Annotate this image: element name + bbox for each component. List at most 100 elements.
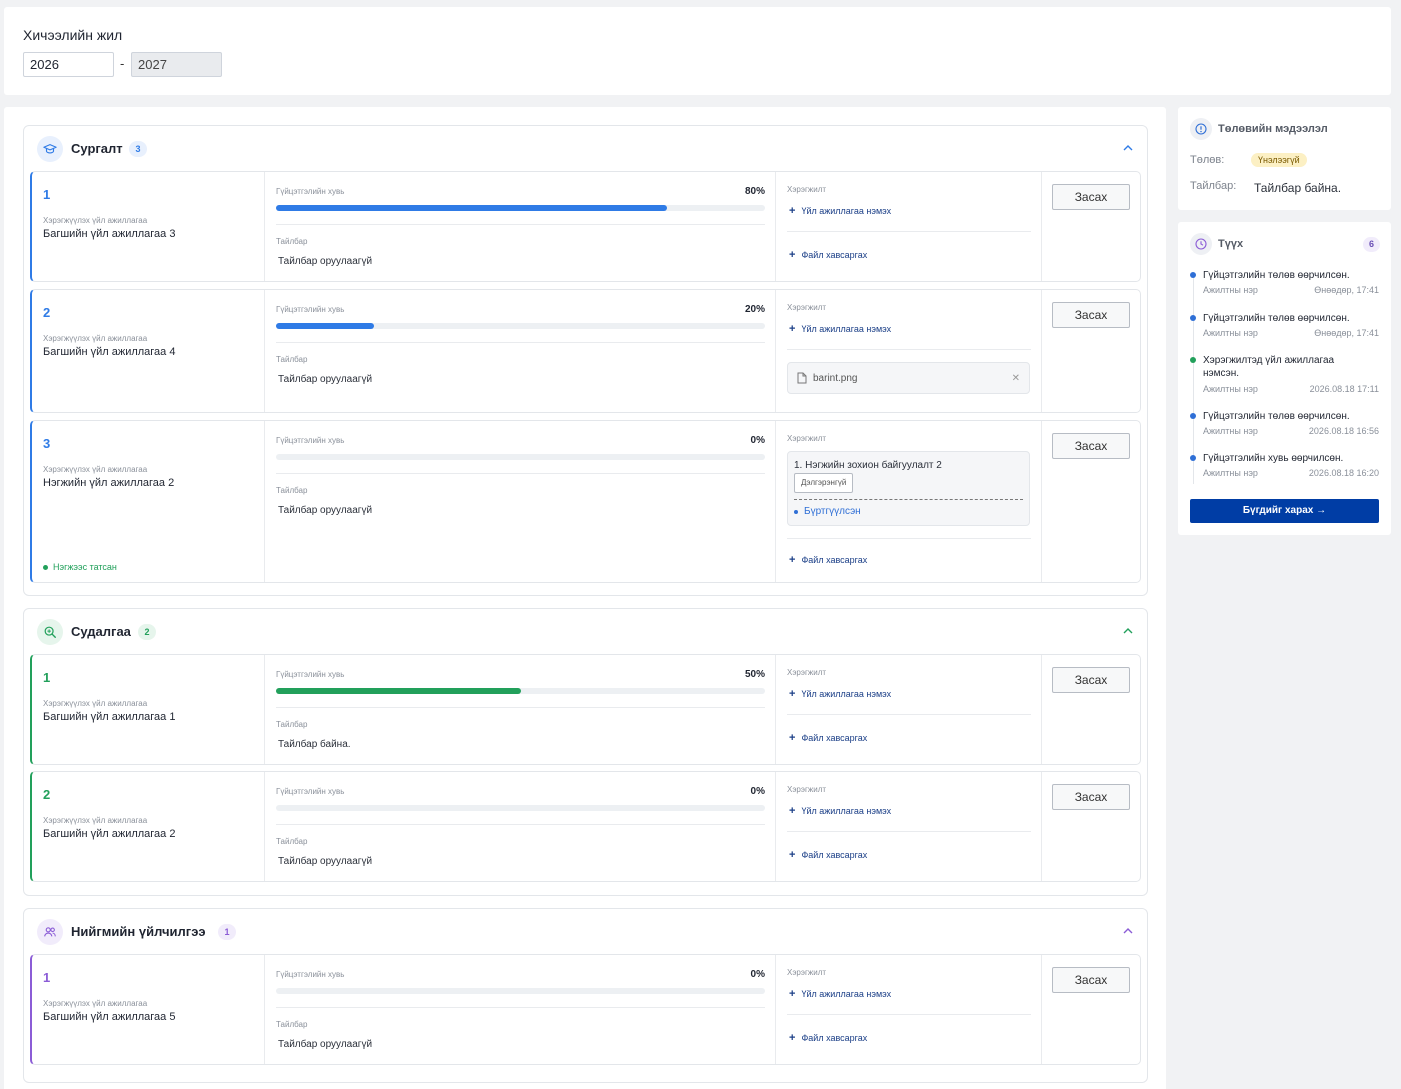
remove-file-icon[interactable]: ✕ bbox=[1011, 372, 1020, 384]
activity-row: 2 Хэрэгжүүлэх үйл ажиллагаа Багшийн үйл … bbox=[30, 771, 1141, 882]
progress-percent: 80% bbox=[744, 186, 765, 197]
history-author: Ажилтны нэр bbox=[1203, 468, 1258, 478]
progress-percent: 20% bbox=[744, 304, 765, 315]
progress-bar bbox=[276, 323, 765, 329]
edit-button[interactable]: Засах bbox=[1052, 784, 1130, 810]
chevron-up-icon[interactable] bbox=[1122, 625, 1134, 637]
add-activity-link[interactable]: + Үйл ажиллагаа нэмэх bbox=[789, 205, 892, 217]
history-time: 2026.08.18 16:20 bbox=[1308, 468, 1379, 478]
progress-percent: 0% bbox=[750, 969, 765, 980]
description-text: Тайлбар оруулаагүй bbox=[278, 374, 373, 385]
edit-button[interactable]: Засах bbox=[1052, 433, 1130, 459]
history-card: Түүх 6 Гүйцэтгэлийн төлөв өөрчилсөн. Ажи… bbox=[1178, 222, 1391, 535]
implementation-item: 1. Нэгжийн зохион байгуулалт 2 Дэлгэрэнг… bbox=[787, 451, 1030, 526]
category-title: Нийгмийн үйлчилгээ bbox=[71, 924, 206, 939]
year-separator: - bbox=[120, 56, 125, 71]
description-text: Тайлбар оруулаагүй bbox=[278, 1039, 373, 1050]
progress-label: Гүйцэтгэлийн хувь bbox=[276, 187, 345, 196]
description-label: Тайлбар bbox=[276, 486, 308, 495]
add-activity-link[interactable]: + Үйл ажиллагаа нэмэх bbox=[789, 323, 892, 335]
history-author: Ажилтны нэр bbox=[1203, 426, 1258, 436]
description-label: Тайлбар bbox=[276, 237, 308, 246]
description-text: Тайлбар оруулаагүй bbox=[278, 856, 373, 867]
history-count-badge: 6 bbox=[1363, 237, 1380, 252]
history-text: Хэрэгжилтэд үйл ажиллагаа нэмсэн. bbox=[1203, 355, 1335, 379]
description-label: Тайлбар bbox=[276, 1020, 308, 1029]
row-number: 1 bbox=[43, 970, 51, 985]
activity-name: Багшийн үйл ажиллагаа 4 bbox=[43, 346, 176, 358]
clock-icon bbox=[1190, 233, 1212, 255]
people-icon bbox=[37, 919, 63, 945]
history-time: Өнөөдөр, 17:41 bbox=[1314, 285, 1379, 295]
progress-fill bbox=[276, 323, 374, 329]
category-header[interactable]: Судалгаа 2 bbox=[24, 609, 1147, 654]
plus-icon: + bbox=[789, 732, 796, 744]
row-number: 3 bbox=[43, 436, 51, 451]
progress-fill bbox=[276, 205, 668, 211]
progress-bar bbox=[276, 988, 765, 994]
see-all-button[interactable]: Бүгдийг харах → bbox=[1190, 499, 1379, 523]
history-author: Ажилтны нэр bbox=[1203, 285, 1258, 295]
implementation-label: Хэрэгжилт bbox=[787, 303, 827, 312]
edit-button[interactable]: Засах bbox=[1052, 967, 1130, 993]
row-number: 2 bbox=[43, 787, 51, 802]
plus-icon: + bbox=[789, 988, 796, 1000]
edit-button[interactable]: Засах bbox=[1052, 302, 1130, 328]
year-from-input[interactable]: 2026 bbox=[23, 52, 114, 77]
activity-label: Хэрэгжүүлэх үйл ажиллагаа bbox=[43, 999, 148, 1008]
progress-label: Гүйцэтгэлийн хувь bbox=[276, 305, 345, 314]
edit-button[interactable]: Засах bbox=[1052, 184, 1130, 210]
implementation-label: Хэрэгжилт bbox=[787, 785, 827, 794]
attached-file[interactable]: barint.png ✕ bbox=[787, 362, 1030, 394]
row-number: 2 bbox=[43, 305, 51, 320]
attach-file-link[interactable]: + Файл хавсаргах bbox=[789, 849, 868, 861]
history-text: Гүйцэтгэлийн хувь өөрчилсөн. bbox=[1203, 453, 1344, 464]
progress-bar bbox=[276, 454, 765, 460]
description-label: Тайлбар bbox=[276, 355, 308, 364]
attach-file-link[interactable]: + Файл хавсаргах bbox=[789, 732, 868, 744]
plus-icon: + bbox=[789, 805, 796, 817]
attach-file-link[interactable]: + Файл хавсаргах bbox=[789, 249, 868, 261]
category-count-badge: 2 bbox=[138, 624, 156, 640]
activity-name: Багшийн үйл ажиллагаа 2 bbox=[43, 828, 176, 840]
plus-icon: + bbox=[789, 1032, 796, 1044]
progress-label: Гүйцэтгэлийн хувь bbox=[276, 436, 345, 445]
implementation-item-title: 1. Нэгжийн зохион байгуулалт 2 bbox=[794, 460, 942, 471]
unit-source-tag: Нэгжээс татсан bbox=[43, 562, 117, 572]
plan-panel: Сургалт 3 1 Хэрэгжүүлэх үйл ажиллагаа Ба… bbox=[4, 107, 1166, 1089]
category-header[interactable]: Сургалт 3 bbox=[24, 126, 1147, 171]
attach-file-link[interactable]: + Файл хавсаргах bbox=[789, 1032, 868, 1044]
category-research: Судалгаа 2 1 Хэрэгжүүлэх үйл ажиллагаа Б… bbox=[23, 608, 1148, 896]
description-label: Тайлбар bbox=[276, 720, 308, 729]
description-label: Тайлбар bbox=[276, 837, 308, 846]
status-key: Төлөв: bbox=[1190, 154, 1225, 166]
history-text: Гүйцэтгэлийн төлөв өөрчилсөн. bbox=[1203, 313, 1350, 324]
progress-label: Гүйцэтгэлийн хувь bbox=[276, 670, 345, 679]
add-activity-link[interactable]: + Үйл ажиллагаа нэмэх bbox=[789, 805, 892, 817]
implementation-label: Хэрэгжилт bbox=[787, 434, 827, 443]
status-info-card: Төлөвийн мэдээлэл Төлөв: Үнэлээгүй Тайлб… bbox=[1178, 107, 1391, 210]
edit-button[interactable]: Засах bbox=[1052, 667, 1130, 693]
plus-icon: + bbox=[789, 554, 796, 566]
activity-label: Хэрэгжүүлэх үйл ажиллагаа bbox=[43, 699, 148, 708]
row-number: 1 bbox=[43, 187, 51, 202]
activity-label: Хэрэгжүүлэх үйл ажиллагаа bbox=[43, 465, 148, 474]
year-to-input: 2027 bbox=[131, 52, 222, 77]
add-activity-link[interactable]: + Үйл ажиллагаа нэмэх bbox=[789, 688, 892, 700]
history-text: Гүйцэтгэлийн төлөв өөрчилсөн. bbox=[1203, 270, 1350, 281]
category-header[interactable]: Нийгмийн үйлчилгээ 1 bbox=[24, 909, 1147, 954]
attach-file-link[interactable]: + Файл хавсаргах bbox=[789, 554, 868, 566]
plus-icon: + bbox=[789, 205, 796, 217]
category-count-badge: 1 bbox=[218, 924, 236, 940]
file-name: barint.png bbox=[813, 372, 858, 384]
activity-row: 1 Хэрэгжүүлэх үйл ажиллагаа Багшийн үйл … bbox=[30, 954, 1141, 1065]
detail-button[interactable]: Дэлгэрэнгүй bbox=[794, 473, 854, 493]
status-description: Тайлбар байна. bbox=[1254, 181, 1342, 195]
add-activity-link[interactable]: + Үйл ажиллагаа нэмэх bbox=[789, 988, 892, 1000]
activity-name: Багшийн үйл ажиллагаа 1 bbox=[43, 711, 176, 723]
history-text: Гүйцэтгэлийн төлөв өөрчилсөн. bbox=[1203, 411, 1350, 422]
activity-label: Хэрэгжүүлэх үйл ажиллагаа bbox=[43, 334, 148, 343]
chevron-up-icon[interactable] bbox=[1122, 142, 1134, 154]
chevron-up-icon[interactable] bbox=[1122, 925, 1134, 937]
progress-percent: 0% bbox=[750, 786, 765, 797]
